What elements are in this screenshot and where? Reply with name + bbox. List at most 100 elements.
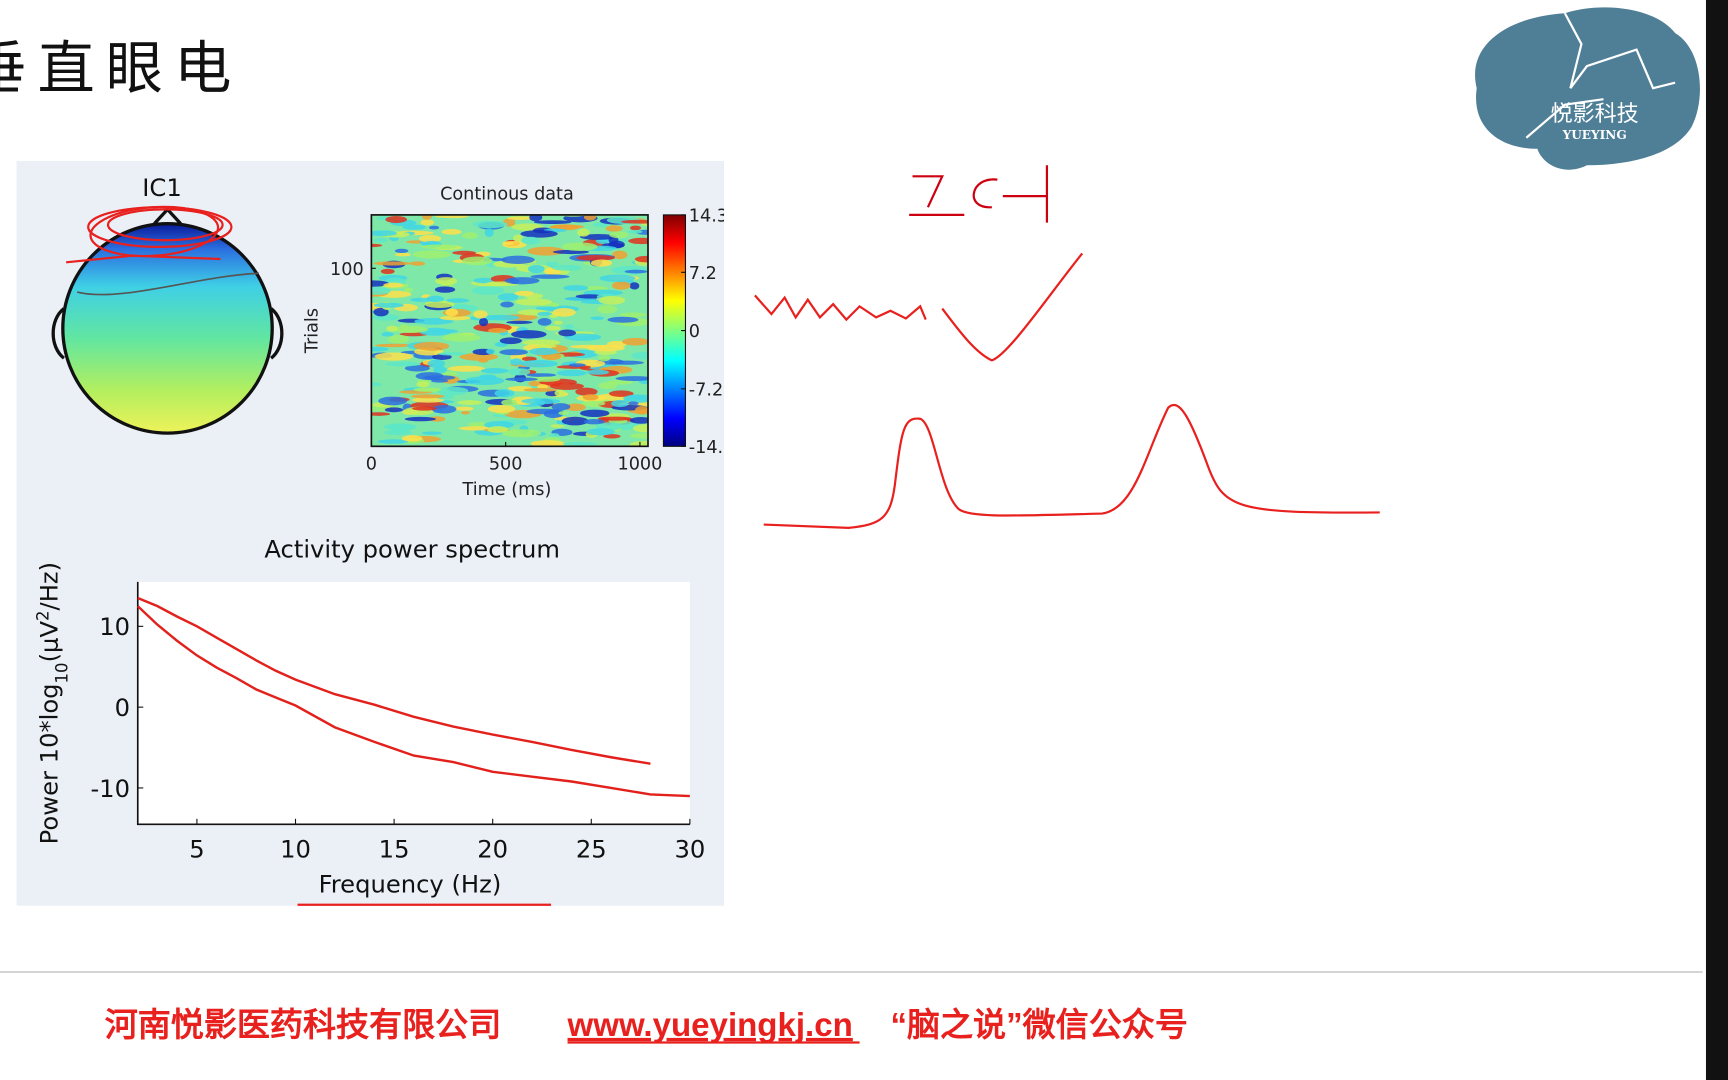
heatmap-blob (537, 311, 553, 316)
heatmap-blob (631, 351, 648, 360)
heatmap-blob (520, 230, 558, 238)
slide-title: 垂直眼电 (0, 35, 242, 102)
heatmap-blob (583, 419, 605, 425)
heatmap-blob (621, 219, 648, 224)
heatmap-blob (434, 286, 456, 293)
heatmap-blob (561, 242, 598, 251)
heatmap-blob (480, 314, 520, 321)
heatmap-blob (473, 310, 488, 319)
heatmap-blob (543, 409, 564, 419)
heatmap-blob (487, 328, 508, 334)
heatmap-blob (629, 417, 648, 424)
heatmap-blob (629, 432, 648, 439)
heatmap-blob (612, 250, 628, 260)
heatmap-blob (459, 353, 499, 361)
heatmap-blob (501, 255, 535, 264)
heatmap-blob (564, 403, 586, 412)
heatmap-blob (429, 416, 446, 422)
heatmap-blob (478, 357, 489, 363)
x-tick-label: 25 (576, 834, 607, 863)
heatmap-blob (597, 416, 632, 421)
heatmap-blob (586, 369, 610, 375)
heatmap-blob (383, 282, 404, 288)
heatmap-blob (401, 435, 423, 442)
heatmap-blob (609, 360, 644, 365)
heatmap-blob (520, 359, 558, 368)
heatmap-blob (533, 220, 572, 225)
y-axis-label: Trials (302, 308, 322, 354)
topomap: IC1 (51, 173, 284, 435)
heatmap-blob (579, 234, 617, 240)
heatmap-blob (577, 228, 590, 237)
heatmap-blob (610, 399, 629, 408)
heatmap-blob (487, 404, 516, 413)
heatmap-blob (371, 243, 383, 248)
logo-brain (1475, 7, 1700, 170)
heatmap-blob (513, 234, 523, 243)
y-axis-label-part: Power 10*log (34, 683, 63, 844)
heatmap-blob (415, 372, 444, 381)
heatmap-blob (465, 376, 505, 386)
axes (136, 581, 690, 826)
heatmap-blob (527, 246, 565, 256)
heatmap-blob (562, 441, 598, 446)
heatmap-blob (429, 225, 440, 230)
ears (51, 307, 284, 360)
heatmap-blob (412, 250, 451, 259)
heatmap-blob (628, 401, 639, 406)
heatmap-blob (486, 348, 495, 355)
heatmap-blob (484, 421, 514, 429)
heatmap-blob (427, 359, 446, 368)
colorbar-tick-label: 0 (689, 322, 700, 342)
colorbar-tick-label: -14.3 (689, 438, 735, 458)
heatmap-blob (484, 228, 494, 237)
heatmap-blob (510, 358, 523, 366)
heatmap-blob (564, 324, 575, 329)
heatmap-blob (460, 411, 471, 415)
heatmap-blob (607, 316, 639, 323)
heatmap-blob (371, 382, 383, 387)
heatmap-blob (521, 398, 561, 405)
heatmap-blob (628, 237, 648, 245)
heatmap-blob (392, 325, 429, 333)
heatmap-blob (404, 365, 430, 372)
heatmap-blob (478, 317, 489, 327)
x-tick-label: 500 (489, 454, 523, 474)
heatmap-frame (370, 214, 649, 448)
heatmap-blob (501, 399, 518, 406)
x-tick-label: 1000 (618, 454, 663, 474)
heatmap-blob (472, 220, 508, 229)
heatmap-blob (413, 387, 442, 392)
logo-lines (1525, 12, 1676, 139)
heatmap-blob (480, 368, 509, 374)
heatmap-blob (403, 287, 414, 293)
heatmap-blob (420, 244, 457, 250)
plot-area (137, 581, 690, 825)
heatmap-blob (545, 261, 559, 266)
heatmap-blob (537, 317, 552, 326)
heatmap-blob (471, 286, 505, 295)
scribble (66, 254, 221, 264)
heatmap-blob (385, 215, 407, 224)
logo: 悦影科技 YUEYING (1475, 7, 1700, 170)
heatmap-blob (529, 347, 558, 356)
heatmap-blob (410, 261, 426, 266)
logo-latin: YUEYING (1562, 128, 1627, 142)
footer-account: “脑之说”微信公众号 (890, 1006, 1187, 1044)
heatmap-blob (605, 225, 623, 232)
heatmap-blob (377, 439, 409, 444)
handwriting (909, 165, 1049, 223)
heatmap-blob (457, 400, 483, 405)
heatmap-blob (598, 355, 611, 362)
x-tick-label: 20 (477, 834, 508, 863)
heatmap-blob (552, 307, 576, 317)
heatmap-blob (553, 320, 563, 325)
heatmap-blob (426, 295, 445, 303)
heatmap-blob (551, 403, 571, 411)
heatmap-blob (424, 300, 455, 308)
heatmap-blob (508, 368, 531, 376)
heatmap-blob (627, 229, 643, 234)
